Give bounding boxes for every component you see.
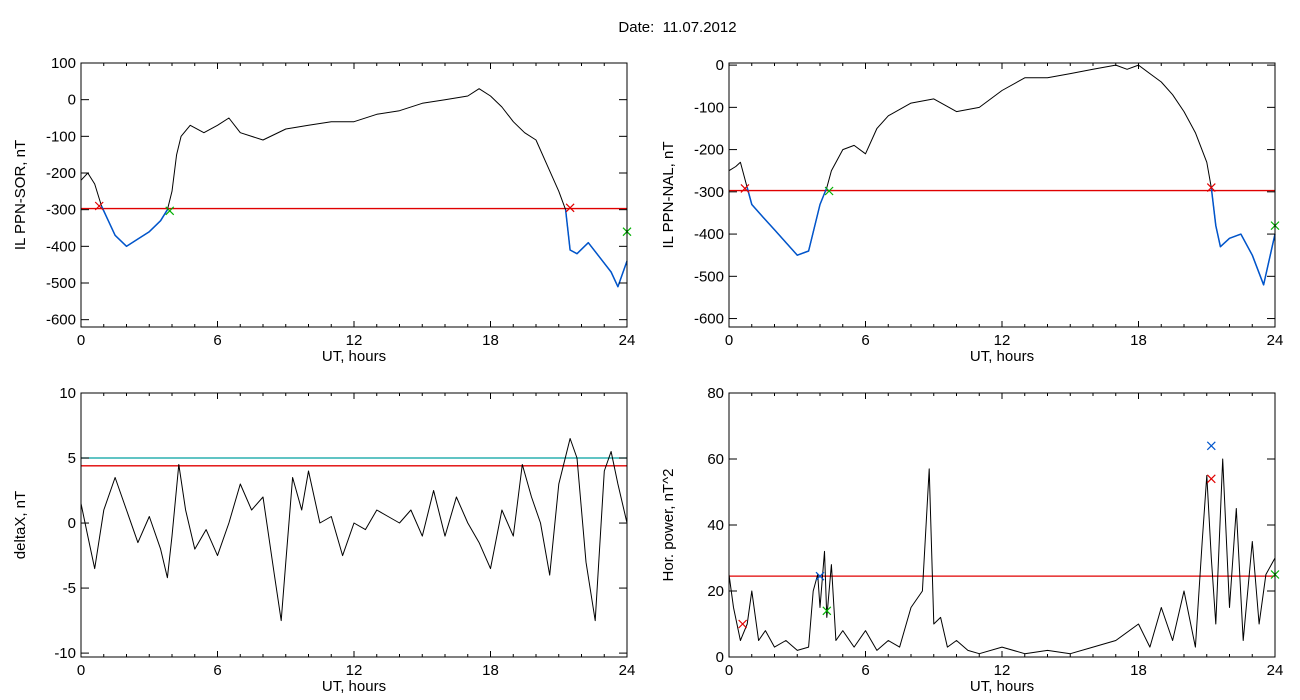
y-tick-label: 60 [707,451,724,468]
marker-0 [740,184,750,193]
x-tick-label: 6 [861,662,869,679]
marker-1 [165,206,175,216]
y-tick-label: 80 [707,385,724,402]
x-axis-label: UT, hours [322,678,386,695]
y-tick-label: 20 [707,583,724,600]
y-tick-label: -300 [46,202,76,219]
x-tick-label: 24 [1267,332,1284,349]
y-tick-label: -10 [54,645,76,662]
y-tick-label: 40 [707,517,724,534]
x-tick-label: 6 [213,332,221,349]
marker-stroke-b [1206,183,1216,193]
y-tick-label: 0 [716,649,724,666]
marker-stroke-b [94,201,104,211]
x-axis-label: UT, hours [322,348,386,365]
page-title: Date: 11.07.2012 [618,19,737,36]
marker-stroke-b [740,184,750,193]
x-tick-label: 6 [861,332,869,349]
series-highlight-1 [100,205,169,248]
plot-frame [728,62,1276,328]
marker-stroke-b [165,206,175,216]
marker-0 [94,201,104,211]
x-tick-label: 24 [619,662,636,679]
marker-1 [815,571,825,581]
marker-stroke-b [1206,474,1216,484]
y-axis-label: IL PPN-NAL, nT [660,142,677,249]
x-axis-label: UT, hours [970,678,1034,695]
y-tick-label: 5 [68,450,76,467]
chart-sor: 0 6 12 18 24 -600 -500 -400 -300 -200 -100 0 100 UT, … [12,55,635,365]
x-tick-label: 6 [213,662,221,679]
series-trace-0 [80,88,628,288]
x-tick-label: 24 [1267,662,1284,679]
y-axis-label: IL PPN-SOR, nT [12,140,29,250]
series-trace-0 [80,438,628,622]
y-axis-label: Hor. power, nT^2 [660,469,677,582]
x-tick-label: 24 [619,332,636,349]
y-tick-label: -300 [694,184,724,201]
x-tick-label: 0 [725,662,733,679]
series-highlight-2 [564,209,628,288]
y-tick-label: 0 [68,515,76,532]
marker-stroke-b [822,606,832,616]
marker-2 [565,203,575,213]
series-highlight-1 [746,187,828,256]
x-tick-label: 18 [1130,332,1147,349]
marker-1 [824,186,834,196]
y-tick-label: -400 [46,238,76,255]
marker-stroke-b [1206,441,1216,451]
chart-power: 0 6 12 18 24 0 20 40 60 80 UT, hours Hor. power, nT… [660,385,1283,695]
y-tick-label: -100 [46,128,76,145]
chart-deltax: 0 6 12 18 24 -10 -5 0 5 10 UT, hours deltaX, nT [12,385,635,695]
marker-stroke-b [738,619,748,629]
marker-stroke-b [565,203,575,213]
series-highlight-2 [1210,187,1276,286]
x-tick-label: 12 [994,332,1011,349]
marker-3 [1206,441,1216,451]
x-tick-label: 0 [77,662,85,679]
y-tick-label: -200 [46,165,76,182]
plot-frame [80,62,628,328]
marker-2 [1206,183,1216,193]
y-tick-label: 100 [51,55,76,72]
y-tick-label: -100 [694,99,724,116]
y-tick-label: -500 [694,268,724,285]
x-tick-label: 12 [346,662,363,679]
x-tick-label: 18 [482,332,499,349]
y-axis-label: deltaX, nT [12,491,29,559]
marker-2 [822,606,832,616]
chart-nal: 0 6 12 18 24 -600 -500 -400 -300 -200 -100 0 UT, hou… [660,57,1283,365]
series-trace-0 [728,64,1276,286]
x-tick-label: 12 [346,332,363,349]
marker-stroke-b [815,571,825,581]
y-tick-label: 0 [68,92,76,109]
y-tick-label: -500 [46,275,76,292]
y-tick-label: -600 [46,312,76,329]
y-tick-label: -200 [694,142,724,159]
marker-0 [738,619,748,629]
x-tick-label: 18 [482,662,499,679]
marker-stroke-b [824,186,834,196]
x-axis-label: UT, hours [970,348,1034,365]
y-tick-label: 0 [716,57,724,74]
x-tick-label: 18 [1130,662,1147,679]
y-tick-label: 10 [59,385,76,402]
x-tick-label: 12 [994,662,1011,679]
series-trace-0 [728,458,1276,655]
y-tick-label: -5 [63,580,76,597]
y-tick-label: -400 [694,226,724,243]
x-tick-label: 0 [725,332,733,349]
y-tick-label: -600 [694,311,724,328]
marker-4 [1206,474,1216,484]
x-tick-label: 0 [77,332,85,349]
plot-frame [80,392,628,658]
